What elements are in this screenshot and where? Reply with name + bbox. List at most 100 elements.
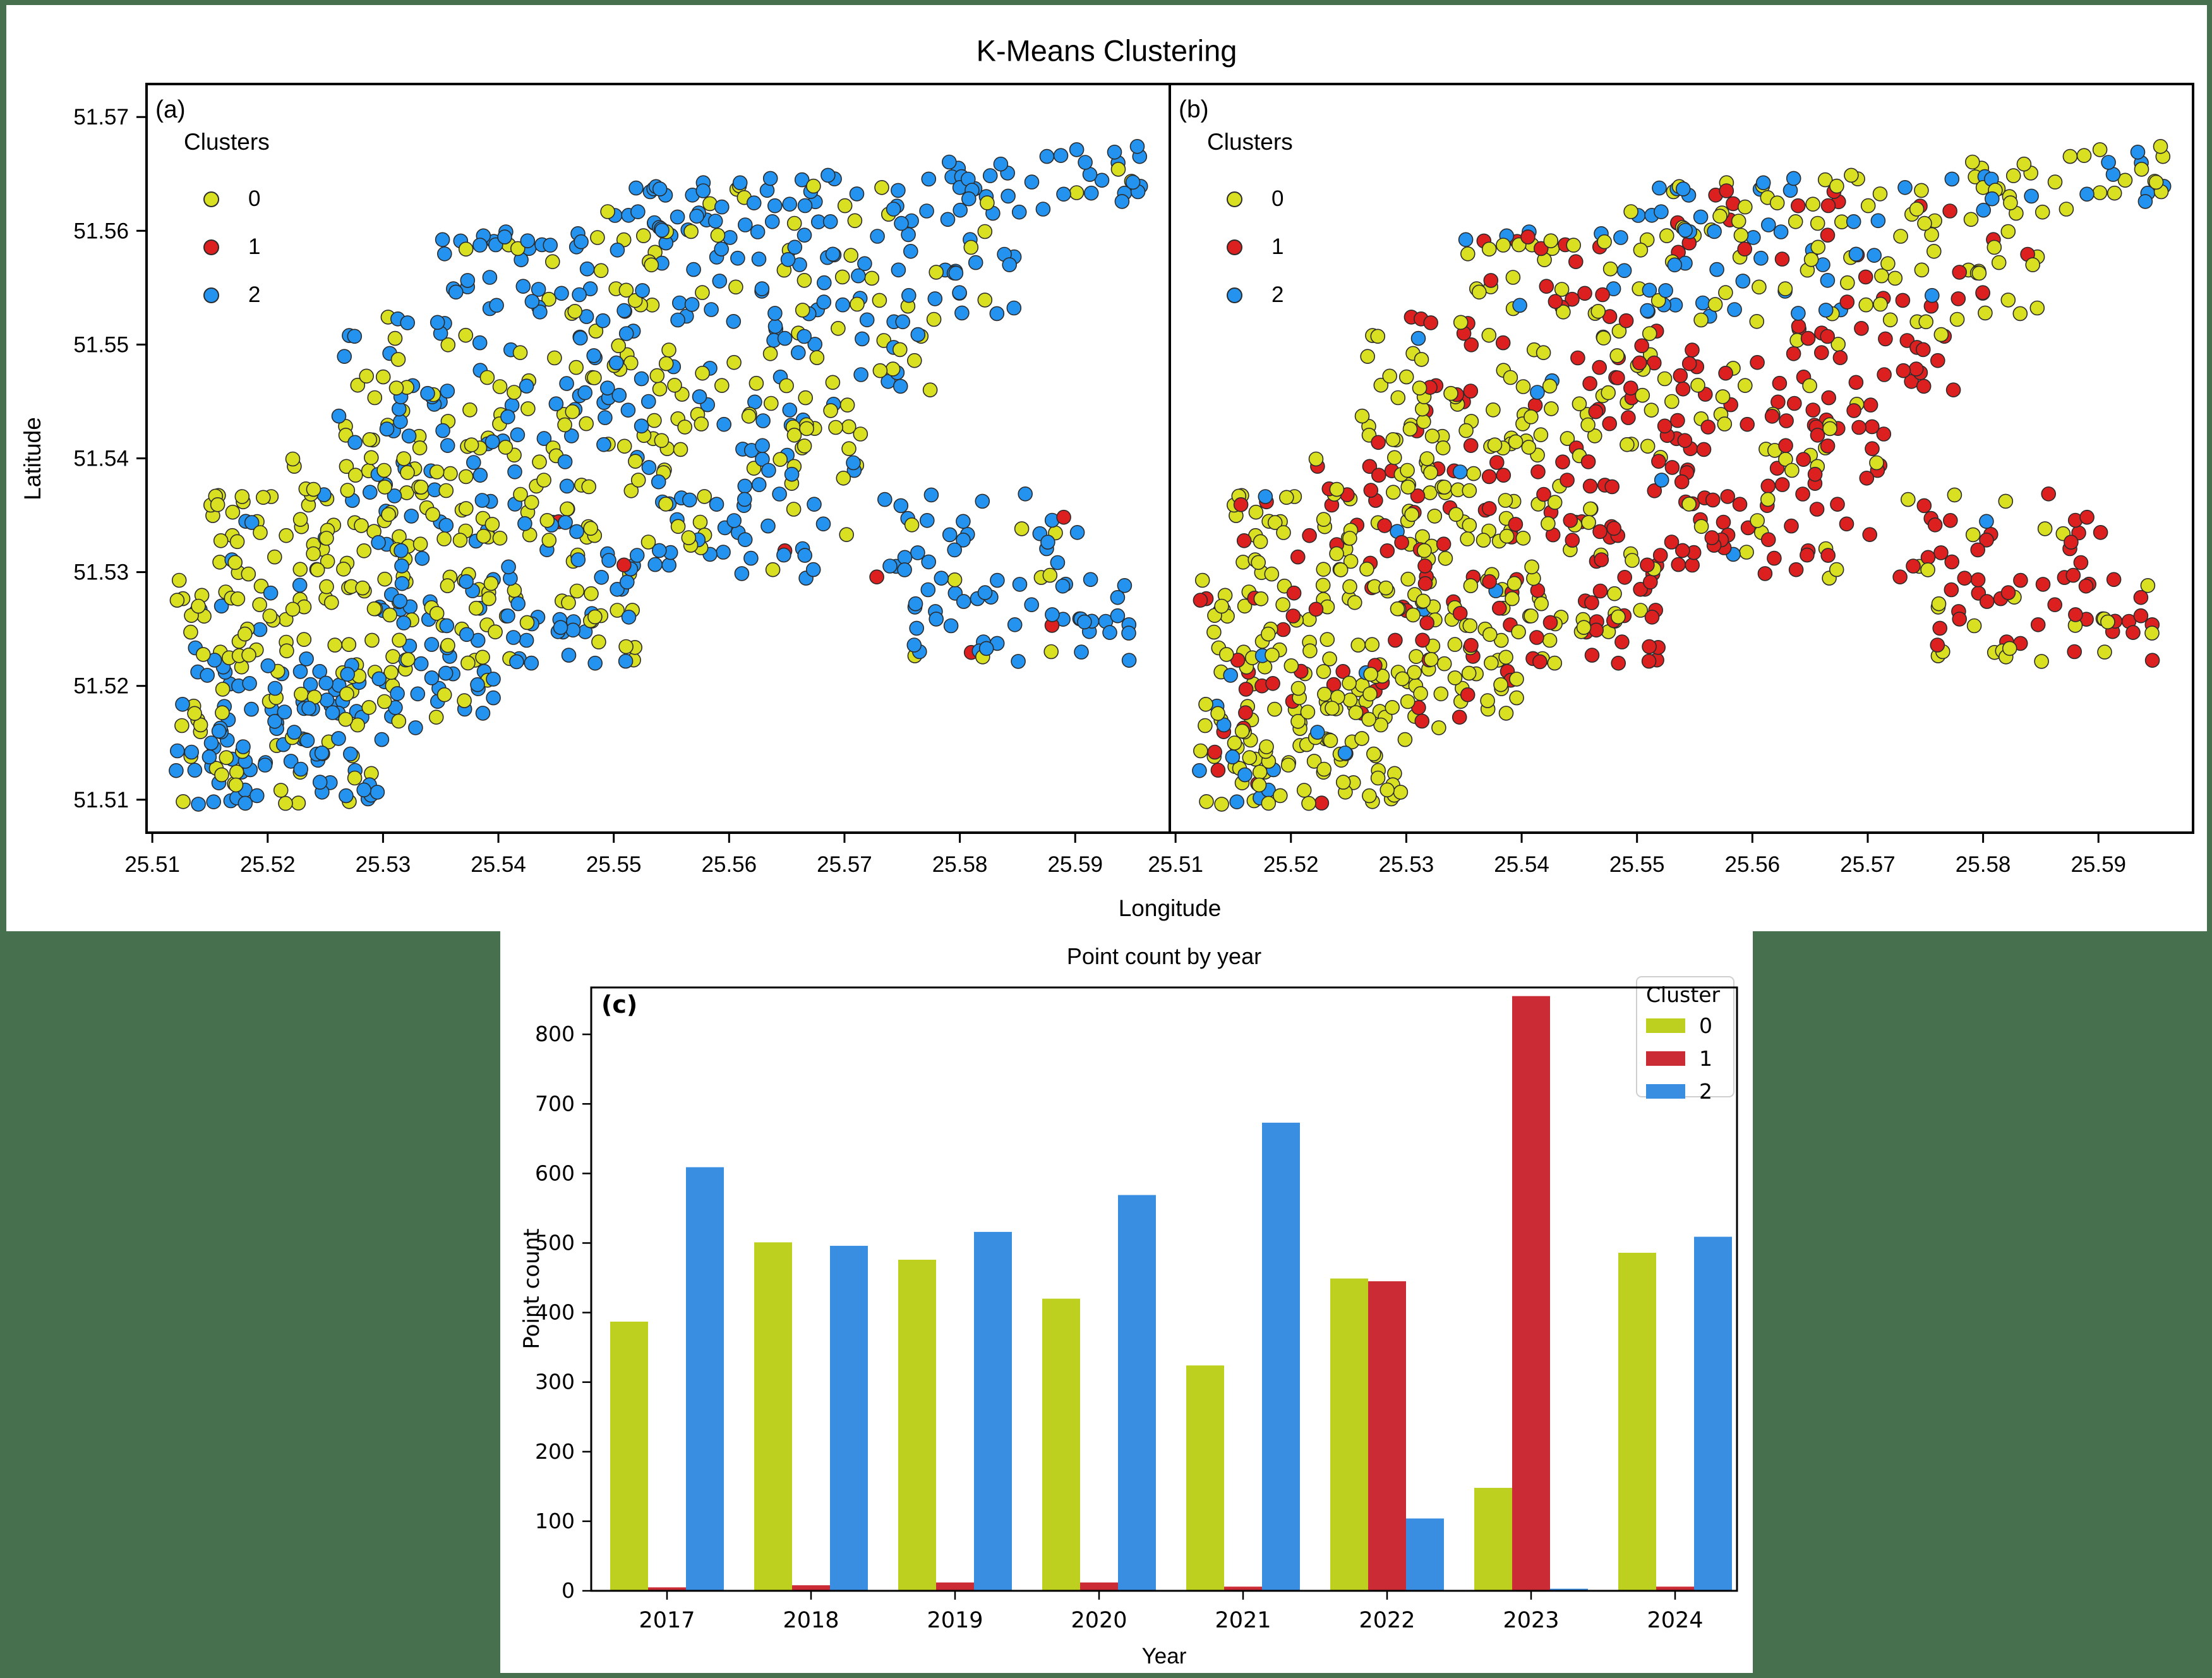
legend-item-cluster-2: 2 [1227,282,1293,307]
svg-text:2023: 2023 [1503,1608,1559,1633]
svg-text:2024: 2024 [1647,1608,1703,1633]
legend-item-cluster-1: 1 [1227,234,1293,259]
svg-text:700: 700 [535,1091,575,1116]
svg-text:25.57: 25.57 [817,852,872,877]
svg-text:25.53: 25.53 [1379,852,1434,877]
bar-2017-cluster-0 [610,1321,648,1591]
panel-label-c: (c) [601,991,638,1018]
barchart-figure: Point count by year (c) Point count Year… [500,931,1753,1673]
cluster-2-marker-icon [203,287,219,303]
bar-2024-cluster-2 [1694,1236,1732,1591]
figure-title: K-Means Clustering [976,33,1237,68]
svg-text:200: 200 [535,1439,575,1464]
bar-2017-cluster-2 [686,1167,724,1591]
cluster-1-swatch-icon [1646,1051,1685,1066]
legend-clusters-panel-a: Clusters 0 1 2 [184,129,270,335]
bar-2021-cluster-2 [1262,1123,1300,1591]
legend-item-cluster-2: 2 [1646,1079,1733,1104]
svg-text:300: 300 [535,1370,575,1394]
panel-a-points [169,139,1148,812]
svg-text:25.59: 25.59 [2071,852,2126,877]
bar-2020-cluster-0 [1042,1298,1080,1591]
svg-text:25.52: 25.52 [1263,852,1319,877]
x-axis-label-longitude: Longitude [1118,895,1222,921]
bar-2018-cluster-2 [830,1245,868,1591]
bar-2021-cluster-1 [1224,1586,1262,1591]
panel-b-points [1192,139,2172,812]
legend-item-cluster-2: 2 [203,282,270,307]
svg-text:51.51: 51.51 [73,788,129,812]
svg-text:25.55: 25.55 [1609,852,1665,877]
svg-text:25.54: 25.54 [1494,852,1549,877]
svg-text:51.54: 51.54 [73,447,129,471]
bar-2022-cluster-1 [1368,1281,1406,1591]
panel-label-a: (a) [155,96,186,123]
cluster-1-marker-icon [1227,239,1242,255]
cluster-0-marker-icon [1227,191,1242,207]
legend-title: Clusters [1207,129,1293,155]
legend-item-cluster-0: 0 [203,186,270,211]
bar-2021-cluster-0 [1186,1365,1224,1591]
bar-2017-cluster-1 [648,1587,686,1591]
svg-text:500: 500 [535,1231,575,1255]
bar-2023-cluster-2 [1550,1588,1588,1591]
svg-text:2019: 2019 [927,1608,983,1633]
bar-2018-cluster-0 [754,1242,792,1591]
bar-2022-cluster-2 [1406,1518,1444,1591]
cluster-0-marker-icon [203,191,219,207]
legend-item-cluster-0: 0 [1227,186,1293,211]
bar-2024-cluster-0 [1618,1252,1656,1591]
svg-text:0: 0 [562,1578,575,1603]
svg-text:25.53: 25.53 [356,852,411,877]
bar-2020-cluster-1 [1080,1582,1118,1591]
svg-text:25.59: 25.59 [1047,852,1103,877]
svg-text:800: 800 [535,1022,575,1046]
svg-text:25.56: 25.56 [702,852,757,877]
legend-item-cluster-1: 1 [203,234,270,259]
svg-text:51.57: 51.57 [73,105,129,130]
bar-2018-cluster-1 [792,1585,830,1591]
svg-text:25.58: 25.58 [932,852,988,877]
svg-text:25.51: 25.51 [124,852,180,877]
legend-item-cluster-0: 0 [1646,1013,1733,1038]
bar-2019-cluster-1 [936,1582,974,1591]
svg-text:25.58: 25.58 [1956,852,2011,877]
svg-text:2018: 2018 [783,1608,839,1633]
svg-text:2017: 2017 [639,1608,695,1633]
cluster-2-swatch-icon [1646,1084,1685,1099]
cluster-0-swatch-icon [1646,1018,1685,1033]
svg-text:25.51: 25.51 [1148,852,1203,877]
kmeans-figure: K-Means Clustering Latitude Longitude (a… [6,5,2207,931]
cluster-2-marker-icon [1227,287,1242,303]
svg-text:25.55: 25.55 [586,852,642,877]
svg-text:2022: 2022 [1359,1608,1415,1633]
bar-2023-cluster-1 [1512,996,1550,1591]
svg-text:100: 100 [535,1509,575,1533]
barchart-title: Point count by year [1066,943,1262,969]
svg-text:25.56: 25.56 [1725,852,1781,877]
scatter-panels-plot: 25.51 25.52 25.53 25.54 25.55 25.56 25.57 25.58… [73,83,2194,877]
svg-text:2020: 2020 [1071,1608,1127,1633]
svg-text:25.52: 25.52 [240,852,296,877]
svg-text:51.56: 51.56 [73,219,129,243]
bar-2022-cluster-0 [1330,1278,1368,1591]
x-axis-label-year: Year [1141,1644,1187,1669]
cluster-1-marker-icon [203,239,219,255]
svg-text:51.55: 51.55 [73,332,129,357]
legend-clusters-panel-b: Clusters 0 1 2 [1207,129,1293,335]
bar-2024-cluster-1 [1656,1586,1694,1591]
svg-text:25.54: 25.54 [471,852,526,877]
svg-text:2021: 2021 [1215,1608,1271,1633]
legend-item-cluster-1: 1 [1646,1046,1733,1071]
bar-2019-cluster-0 [898,1259,936,1591]
bar-groups [610,996,1732,1591]
panel-label-b: (b) [1179,96,1209,123]
svg-text:51.53: 51.53 [73,560,129,585]
svg-text:400: 400 [535,1300,575,1325]
svg-text:51.52: 51.52 [73,674,129,699]
svg-text:600: 600 [535,1161,575,1185]
svg-text:25.57: 25.57 [1840,852,1896,877]
bar-2023-cluster-0 [1474,1488,1512,1591]
